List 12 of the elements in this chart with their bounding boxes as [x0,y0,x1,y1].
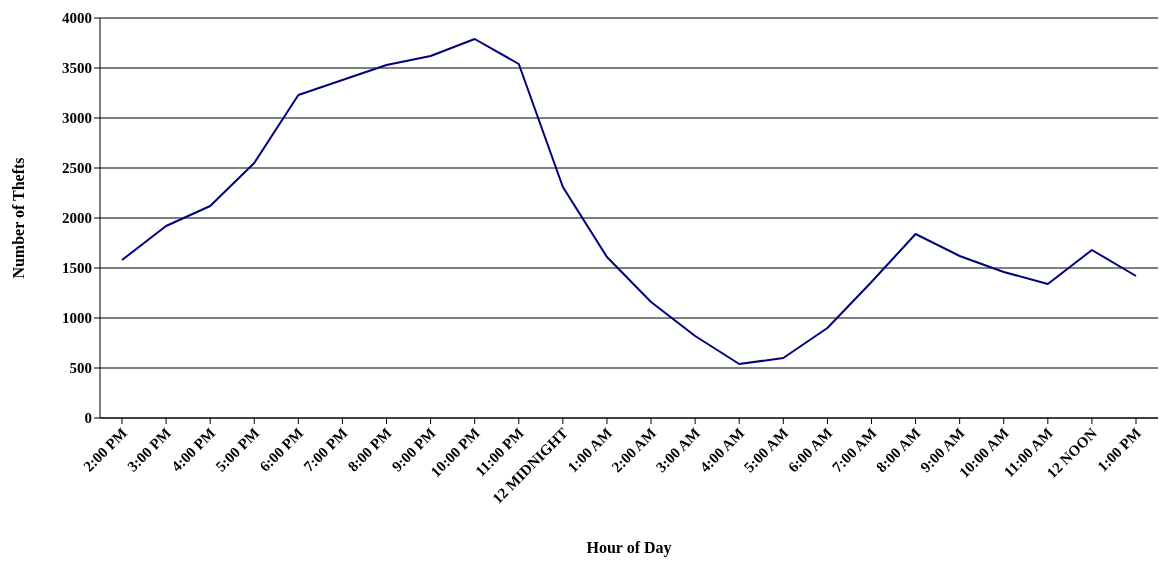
y-tick-label: 3500 [62,60,92,77]
y-tick-label: 4000 [62,10,92,27]
line-series [121,38,1137,365]
y-tick-label: 2000 [62,210,92,227]
y-tick-label: 0 [84,410,92,427]
y-tick-label: 2500 [62,160,92,177]
y-tick-label: 500 [69,360,92,377]
x-axis-title: Hour of Day [586,539,672,557]
y-tick-label: 3000 [62,110,92,127]
y-tick-label: 1500 [62,260,92,277]
y-tick-label: 1000 [62,310,92,327]
y-axis-title: Number of Thefts [9,157,27,279]
